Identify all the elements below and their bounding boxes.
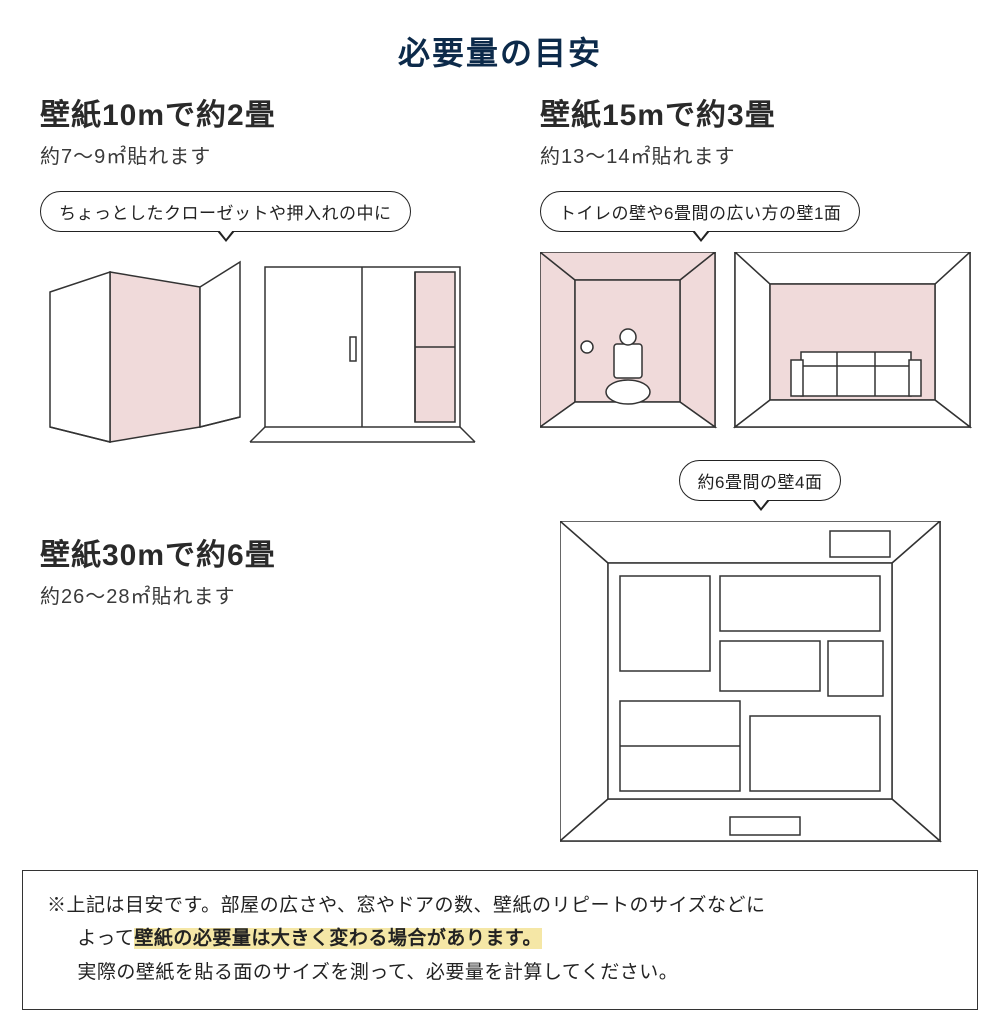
note-line-1: ※上記は目安です。部屋の広さや、窓やドアの数、壁紙のリピートのサイズなどに (47, 889, 953, 922)
page-title: 必要量の目安 (0, 0, 1000, 74)
note-box: ※上記は目安です。部屋の広さや、窓やドアの数、壁紙のリピートのサイズなどに よっ… (22, 870, 978, 1010)
section-10m-sub: 約7～9㎡貼れます (40, 140, 480, 169)
section-30m-figure: 約6畳間の壁4面 (540, 460, 980, 851)
note-line-2a: よって (77, 928, 134, 949)
section-15m: 壁紙15mで約3畳 約13～14㎡貼れます トイレの壁や6畳間の広い方の壁1面 (540, 90, 980, 457)
section-15m-title: 壁紙15mで約3畳 (540, 90, 980, 134)
section-30m-bubble: 約6畳間の壁4面 (679, 460, 842, 501)
section-30m: 壁紙30mで約6畳 約26～28㎡貼れます (40, 530, 480, 609)
section-30m-sub: 約26～28㎡貼れます (40, 580, 480, 609)
note-line-2: よって壁紙の必要量は大きく変わる場合があります。 (47, 922, 953, 955)
section-10m-title: 壁紙10mで約2畳 (40, 90, 480, 134)
note-highlight: 壁紙の必要量は大きく変わる場合があります。 (134, 928, 542, 949)
section-15m-sub: 約13～14㎡貼れます (540, 140, 980, 169)
section-10m-bubble: ちょっとしたクローゼットや押入れの中に (40, 191, 411, 232)
section-10m: 壁紙10mで約2畳 約7～9㎡貼れます ちょっとしたクローゼットや押入れの中に (40, 90, 480, 467)
note-line-3: 実際の壁紙を貼る面のサイズを測って、必要量を計算してください。 (47, 956, 953, 989)
illustration-6tatami (560, 521, 960, 851)
illustration-toilet-room (540, 252, 980, 452)
section-15m-bubble: トイレの壁や6畳間の広い方の壁1面 (540, 191, 860, 232)
illustration-closet (40, 252, 480, 462)
section-30m-title: 壁紙30mで約6畳 (40, 530, 480, 574)
